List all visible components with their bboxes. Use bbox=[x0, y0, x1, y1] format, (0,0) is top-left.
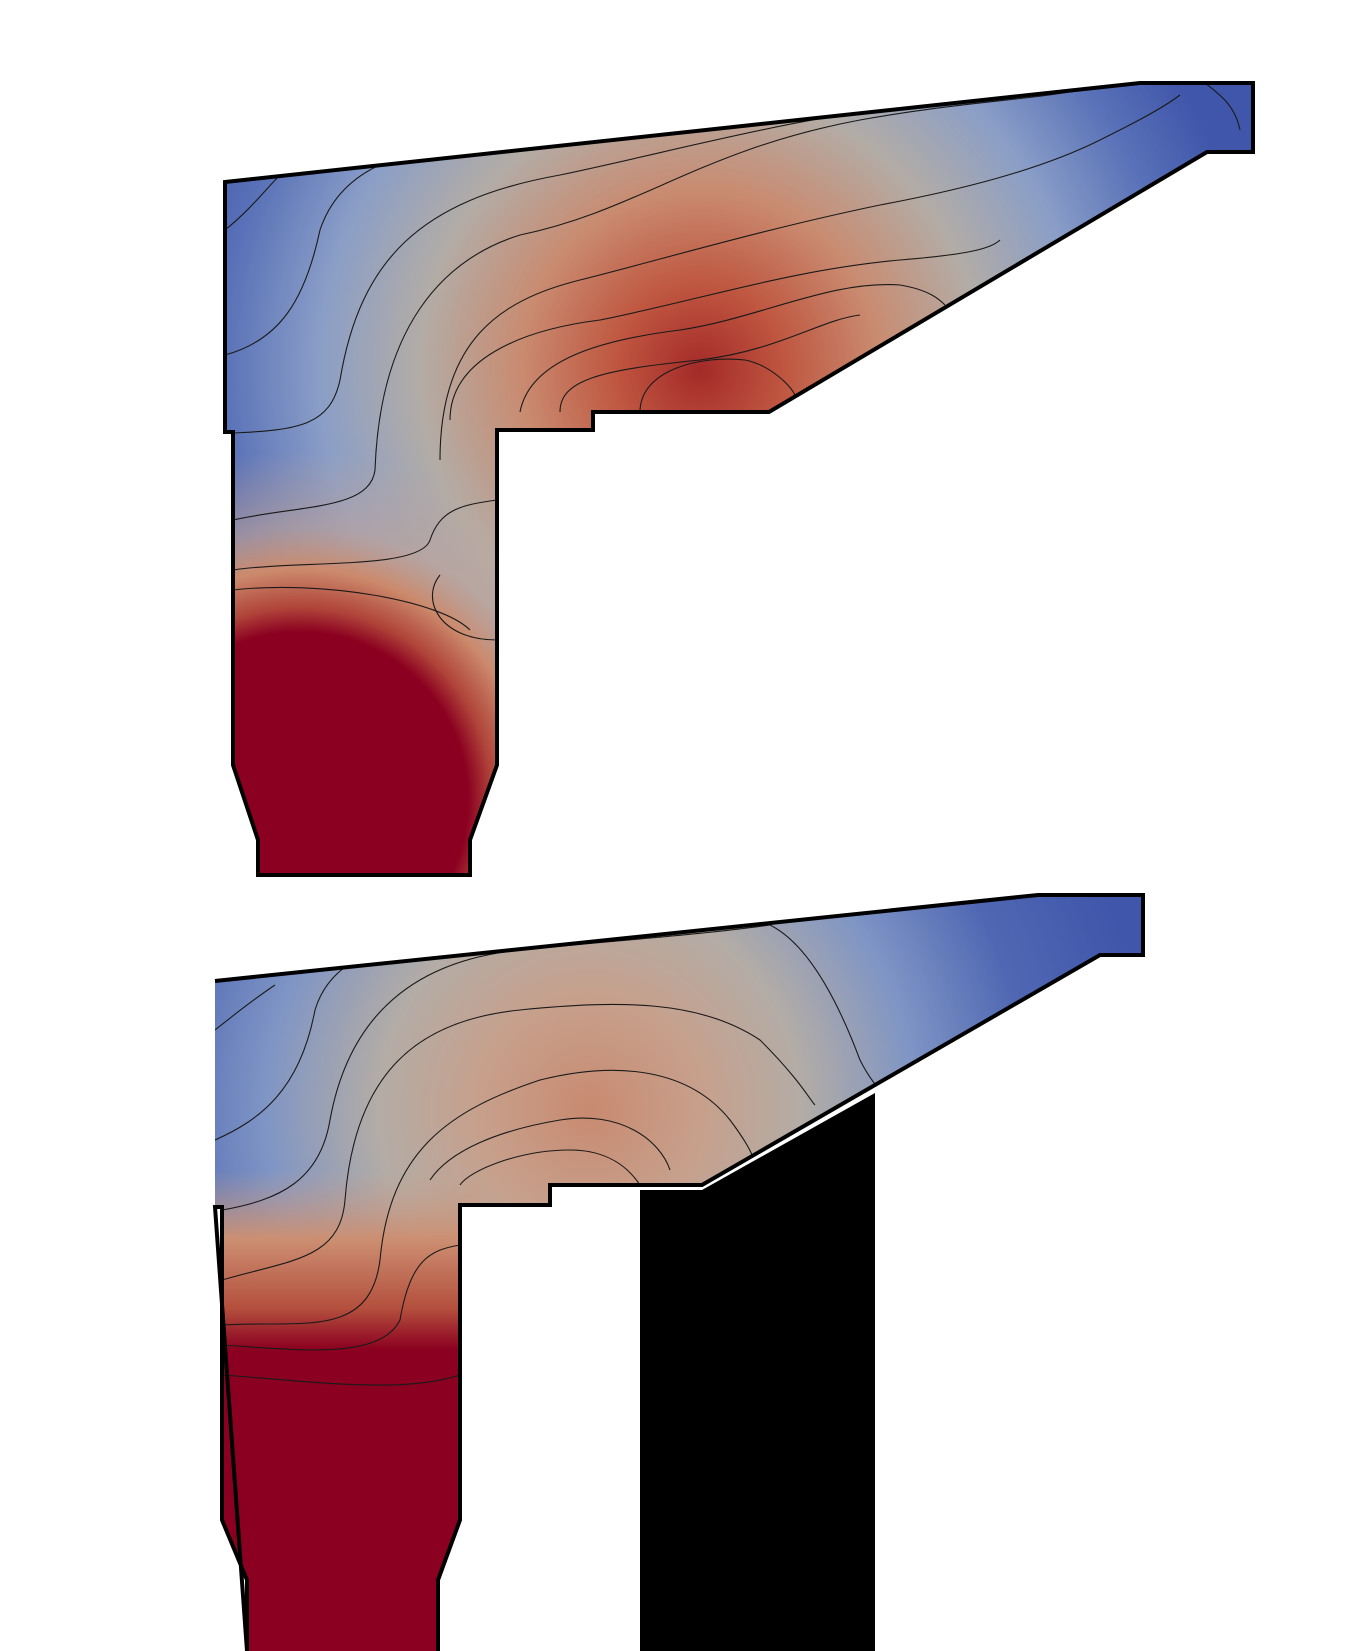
bottom-panel bbox=[212, 893, 1145, 1651]
bottom-outline bbox=[212, 893, 1145, 1651]
top-temperature-field bbox=[225, 83, 1253, 875]
top-panel bbox=[223, 81, 1255, 877]
top-contour-lines bbox=[225, 83, 1241, 641]
top-outline bbox=[223, 81, 1255, 877]
bottom-black-block bbox=[640, 1093, 875, 1651]
